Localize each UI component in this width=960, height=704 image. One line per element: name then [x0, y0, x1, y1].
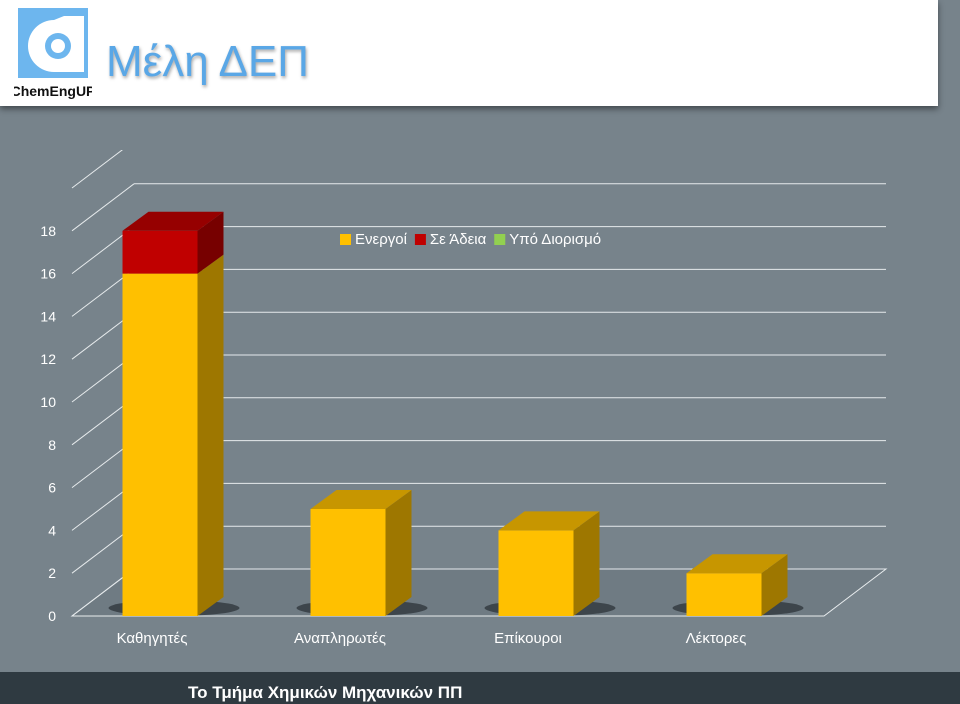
legend-label: Ενεργοί	[355, 231, 408, 248]
y-tick-label: 16	[40, 266, 56, 282]
bar	[122, 230, 198, 274]
bar-top	[686, 554, 788, 574]
bar	[122, 273, 198, 616]
chart-legend: Ενεργοί Σε Άδεια Υπό Διορισμό	[340, 231, 601, 248]
x-axis-labels: Καθηγητές Αναπληρωτές Επίκουροι Λέκτορες	[117, 630, 747, 647]
bar-side	[197, 254, 224, 616]
bar-group	[296, 490, 428, 616]
y-tick-label: 8	[48, 437, 56, 453]
y-tick-label: 6	[48, 480, 56, 496]
legend-label: Σε Άδεια	[430, 231, 487, 248]
bar	[498, 530, 574, 616]
y-tick-label: 0	[48, 608, 56, 624]
legend-swatch	[340, 234, 351, 245]
logo-wordmark: ChemEngUP	[14, 83, 92, 99]
gridline-side	[71, 150, 123, 189]
x-tick-label: Αναπληρωτές	[294, 630, 386, 647]
footer-text: Το Τμήμα Χημικών Μηχανικών ΠΠ	[188, 683, 463, 702]
bar-top	[122, 211, 224, 231]
x-tick-label: Λέκτορες	[686, 630, 747, 647]
footer-bar: Το Τμήμα Χημικών Μηχανικών ΠΠ	[0, 672, 960, 704]
legend-swatch	[414, 234, 426, 245]
y-tick-label: 18	[40, 223, 56, 239]
chemengup-logo: ChemEngUP	[14, 6, 92, 102]
x-tick-label: Καθηγητές	[117, 630, 188, 647]
bar-side	[385, 490, 412, 616]
bar-side	[761, 554, 788, 616]
gridline-side	[71, 183, 135, 232]
legend-swatch	[494, 234, 506, 245]
chart-bars	[108, 211, 804, 616]
y-tick-label: 10	[40, 394, 56, 410]
bar-top	[310, 490, 412, 509]
bar-group	[672, 554, 804, 616]
legend-label: Υπό Διορισμό	[509, 231, 601, 248]
bar	[310, 509, 386, 616]
members-chart: 0 2 4 6 8 10 12 14 16 18 Καθηγητές Αναπληρωτές Επίκ…	[40, 150, 888, 647]
y-tick-label: 4	[48, 522, 56, 538]
bar-side	[197, 211, 224, 274]
bar-top	[498, 511, 600, 531]
bar-side	[573, 511, 600, 616]
x-tick-label: Επίκουροι	[494, 630, 562, 647]
slide-title: Μέλη ΔΕΠ	[106, 37, 310, 86]
title-banner: ChemEngUP Μέλη ΔΕΠ	[0, 0, 938, 106]
y-tick-label: 12	[40, 351, 56, 367]
y-tick-label: 2	[48, 565, 56, 581]
y-axis-labels: 0 2 4 6 8 10 12 14 16 18	[40, 223, 56, 624]
bar-group	[484, 511, 616, 616]
y-tick-label: 14	[40, 308, 56, 324]
bar	[686, 573, 762, 616]
bar-group	[108, 211, 240, 616]
